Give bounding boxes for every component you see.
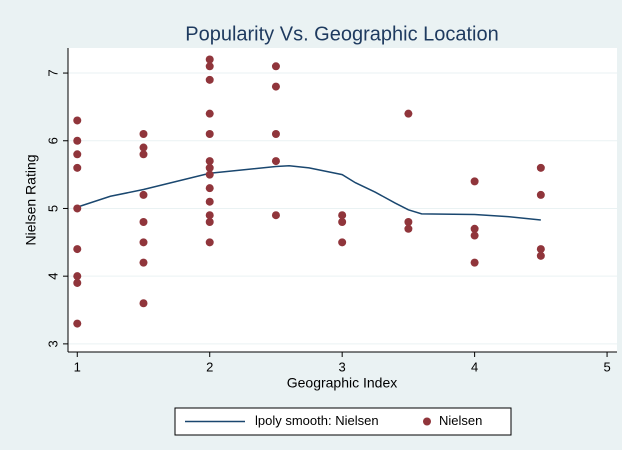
scatter-point [205, 184, 214, 193]
scatter-point [536, 251, 545, 260]
scatter-point [470, 177, 479, 186]
scatter-point [73, 116, 82, 125]
scatter-point [536, 190, 545, 199]
scatter-point [139, 299, 148, 308]
scatter-point [73, 204, 82, 213]
scatter-point [271, 157, 280, 166]
scatter-point [139, 143, 148, 152]
scatter-point [205, 170, 214, 179]
scatter-point [404, 224, 413, 233]
scatter-point [73, 163, 82, 172]
y-tick-label: 3 [45, 340, 60, 347]
scatter-point [338, 211, 347, 220]
legend-label: Nielsen [439, 413, 482, 428]
legend-marker [423, 417, 431, 426]
scatter-point [205, 55, 214, 64]
y-axis-title: Nielsen Rating [23, 154, 39, 245]
scatter-point [205, 109, 214, 118]
scatter-point [205, 62, 214, 71]
scatter-point [205, 163, 214, 172]
scatter-point [205, 197, 214, 206]
x-axis-title: Geographic Index [287, 375, 398, 391]
scatter-point [271, 129, 280, 138]
x-tick-label: 3 [339, 359, 346, 374]
plot-area [68, 48, 617, 352]
scatter-point [338, 218, 347, 227]
chart-title: Popularity Vs. Geographic Location [185, 23, 499, 45]
scatter-point [139, 238, 148, 247]
scatter-point [271, 62, 280, 71]
x-tick-label: 5 [603, 359, 610, 374]
scatter-point [536, 245, 545, 254]
y-tick-label: 5 [45, 205, 60, 212]
scatter-point [470, 224, 479, 233]
scatter-point [139, 190, 148, 199]
scatter-point [205, 238, 214, 247]
scatter-point [271, 82, 280, 91]
y-tick-label: 6 [45, 137, 60, 144]
x-tick-label: 2 [206, 359, 213, 374]
x-tick-label: 1 [74, 359, 81, 374]
legend-label: lpoly smooth: Nielsen [255, 413, 379, 428]
scatter-point [205, 157, 214, 166]
scatter-point [205, 218, 214, 227]
scatter-point [73, 136, 82, 145]
x-tick-label: 4 [471, 359, 478, 374]
scatter-point [404, 218, 413, 227]
scatter-point [205, 211, 214, 220]
smooth-line [77, 165, 541, 221]
y-tick-label: 7 [45, 69, 60, 76]
scatter-point [404, 109, 413, 118]
scatter-point [205, 129, 214, 138]
scatter-point [139, 218, 148, 227]
scatter-point [139, 150, 148, 159]
y-tick-label: 4 [45, 273, 60, 280]
scatter-point [139, 258, 148, 267]
scatter-point [73, 319, 82, 328]
scatter-point [536, 163, 545, 172]
scatter-point [470, 258, 479, 267]
scatter-point [205, 75, 214, 84]
scatter-point [139, 129, 148, 138]
scatter-point [73, 150, 82, 159]
scatter-point [338, 238, 347, 247]
scatter-point [73, 245, 82, 254]
scatter-point [470, 231, 479, 240]
scatter-point [73, 278, 82, 287]
scatter-point [271, 211, 280, 220]
scatter-point [73, 272, 82, 281]
